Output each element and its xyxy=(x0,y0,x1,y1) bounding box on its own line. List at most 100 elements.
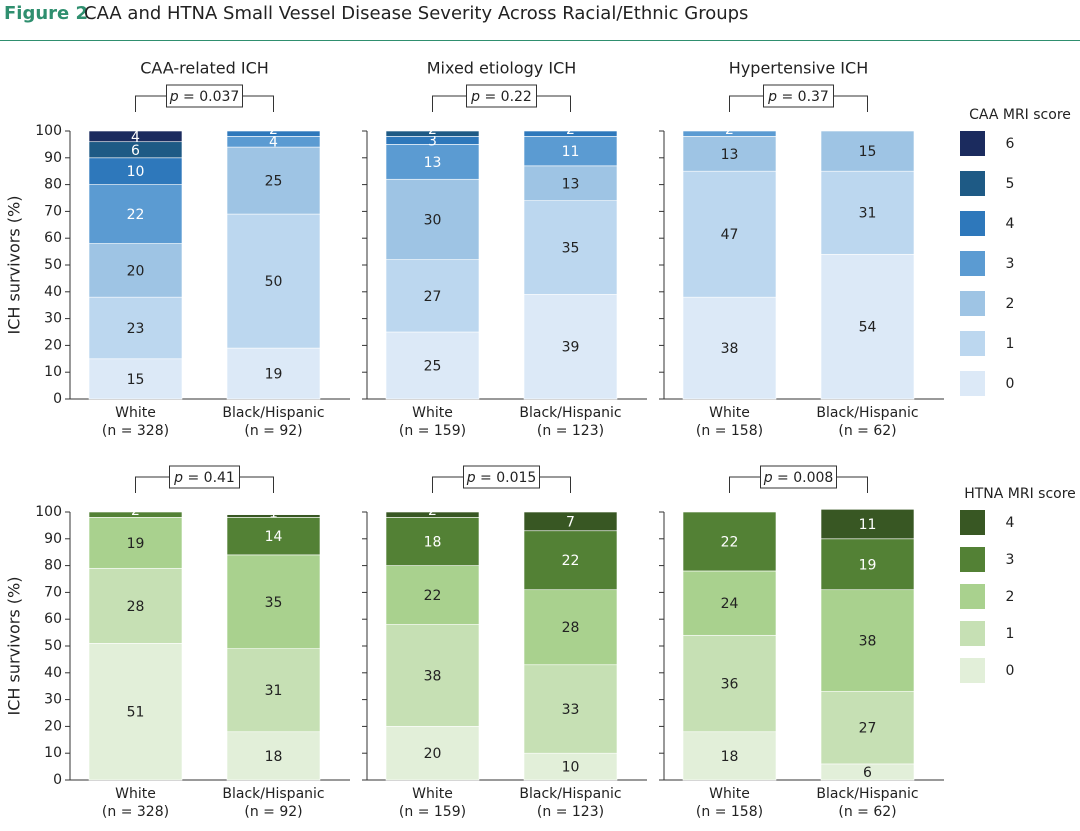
panel-3-x-tick-n-label: (n = 158) xyxy=(696,423,763,439)
panel-6-data-label: 18 xyxy=(721,749,739,765)
panel-2-bar-segment xyxy=(385,130,480,137)
panel-4-bar-segment xyxy=(226,731,321,781)
legend-caa-label: 3 xyxy=(1006,256,1015,272)
panel-1-data-label: 6 xyxy=(131,143,140,159)
panel-1-bar-segment xyxy=(88,296,183,360)
panel-6-x-tick-label: White xyxy=(709,786,750,802)
panel-5-data-label: 10 xyxy=(562,760,580,776)
panel-6-bar-segment xyxy=(820,509,915,540)
legend-htna-swatch xyxy=(960,547,985,572)
panel-6-data-label: 22 xyxy=(721,534,739,550)
legend-htna-label: 2 xyxy=(1006,589,1015,605)
panel-6-p-value-box xyxy=(760,465,837,489)
panel-2-title: Mixed etiology ICH xyxy=(427,59,577,78)
panel-1-data-label: 2 xyxy=(269,122,278,138)
panel-1-y-tick-label: 80 xyxy=(44,177,62,193)
panel-6-x-tick-n-label: (n = 62) xyxy=(838,804,896,820)
panel-4-bar-segment xyxy=(226,648,321,733)
panel-5-bar-segment xyxy=(523,589,618,666)
legend-htna-label: 4 xyxy=(1006,515,1015,531)
legend-htna-swatch xyxy=(960,621,985,646)
panel-4-p-label: p xyxy=(173,470,183,486)
panel-1-data-label: 50 xyxy=(265,274,283,290)
panel-2-data-label: 2 xyxy=(566,122,575,138)
panel-2-data-label: 30 xyxy=(424,212,442,228)
panel-1-p-label: p xyxy=(169,89,179,105)
panel-6-data-label: 27 xyxy=(859,721,877,737)
panel-5-data-label: 33 xyxy=(562,702,580,718)
panel-1-data-label: 10 xyxy=(127,164,145,180)
panel-3-title: Hypertensive ICH xyxy=(729,59,868,78)
panel-4-y-tick-label: 50 xyxy=(44,638,62,654)
legend-htna-swatch xyxy=(960,510,985,535)
panel-1-x-tick-label: Black/Hispanic xyxy=(222,405,324,421)
panel-6-p-label: p xyxy=(763,470,773,486)
legend-caa-swatch xyxy=(960,211,985,236)
panel-1-bar-segment xyxy=(226,213,321,349)
panel-2-bar-segment xyxy=(385,331,480,400)
panel-4-bar-segment xyxy=(226,554,321,649)
panel-5-bar-segment xyxy=(523,511,618,532)
figure-header: Figure 2 CAA and HTNA Small Vessel Disea… xyxy=(0,0,1080,41)
panel-5-x-tick-label: Black/Hispanic xyxy=(519,786,621,802)
panel-5-data-label: 38 xyxy=(424,668,442,684)
panel-5-data-label: 22 xyxy=(424,588,442,604)
panel-2-data-label: 11 xyxy=(562,144,580,160)
panel-5-data-label: 18 xyxy=(424,534,442,550)
legend-caa-swatch xyxy=(960,331,985,356)
legend-htna-label: 3 xyxy=(1006,552,1015,568)
panel-5-data-label: 22 xyxy=(562,553,580,569)
panel-1-p-number: = 0.037 xyxy=(179,89,240,105)
panel-3-p-label: p xyxy=(767,89,777,105)
panel-2-p-label: p xyxy=(470,89,480,105)
panel-2-bar-segment xyxy=(523,294,618,400)
panel-6-bar-segment xyxy=(820,538,915,591)
panel-5-p-value-box xyxy=(463,465,540,489)
panel-4-y-axis-label: ICH survivors (%) xyxy=(5,577,24,716)
panel-2-bar-segment xyxy=(523,136,618,167)
panel-4-bar-segment xyxy=(88,511,183,518)
panel-2-data-label: 39 xyxy=(562,340,580,356)
panel-3-bar-segment xyxy=(820,130,915,172)
panel-6-x-tick-label: Black/Hispanic xyxy=(816,786,918,802)
panel-6-p-number: = 0.008 xyxy=(773,470,834,486)
panel-5-bar-segment xyxy=(385,517,480,566)
panel-2-bar-segment xyxy=(523,130,618,137)
figure-label: Figure 2 xyxy=(4,3,89,24)
panel-5-bar-segment xyxy=(523,664,618,754)
panel-3-data-label: 13 xyxy=(721,147,739,163)
panel-4-y-tick-label: 90 xyxy=(44,531,62,547)
panel-3-data-label: 2 xyxy=(725,122,734,138)
panel-4-bar-segment xyxy=(88,567,183,644)
panel-2-data-label: 25 xyxy=(424,359,442,375)
panel-2-bar-segment xyxy=(385,259,480,333)
panel-1-x-tick-n-label: (n = 92) xyxy=(244,423,302,439)
panel-5-data-label: 20 xyxy=(424,746,442,762)
panel-4-y-tick-label: 30 xyxy=(44,692,62,708)
panel-2-x-tick-label: White xyxy=(412,405,453,421)
panel-1-data-label: 15 xyxy=(127,372,145,388)
panel-1-y-tick-label: 0 xyxy=(53,391,62,407)
panel-3-p-value-box xyxy=(763,84,834,108)
panel-4-bar-segment xyxy=(226,514,321,518)
panel-5-bar-segment xyxy=(385,624,480,727)
legend-caa-label: 0 xyxy=(1006,376,1015,392)
panel-5-bar-segment xyxy=(385,565,480,625)
panel-4-x-tick-n-label: (n = 328) xyxy=(102,804,169,820)
legend-caa-swatch xyxy=(960,291,985,316)
panel-2-bar-segment xyxy=(523,200,618,295)
panel-2-x-tick-n-label: (n = 123) xyxy=(537,423,604,439)
panel-4-y-tick-label: 80 xyxy=(44,558,62,574)
panel-5-data-label: 28 xyxy=(562,620,580,636)
panel-4-data-label: 1 xyxy=(269,506,278,522)
panel-6-p-value: p = 0.008 xyxy=(763,470,834,486)
panel-2-bar-segment xyxy=(385,144,480,180)
panel-4-p-value: p = 0.41 xyxy=(173,470,235,486)
panel-1-y-tick-label: 30 xyxy=(44,311,62,327)
panel-1-data-label: 4 xyxy=(131,129,140,145)
panel-4-data-label: 28 xyxy=(127,599,145,615)
panel-5-x-tick-label: White xyxy=(412,786,453,802)
panel-4-y-tick-label: 70 xyxy=(44,584,62,600)
panel-1-y-tick-label: 10 xyxy=(44,364,62,380)
legend-htna-label: 0 xyxy=(1006,663,1015,679)
